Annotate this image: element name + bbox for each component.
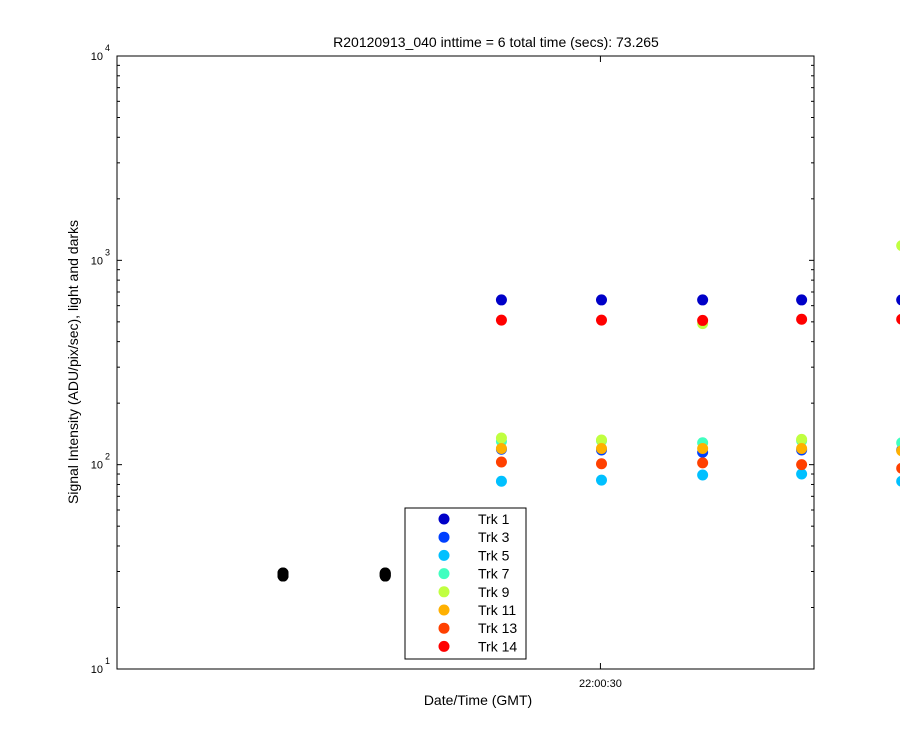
data-point bbox=[596, 314, 607, 326]
y-tick-label: 10 bbox=[91, 664, 103, 676]
dark-point bbox=[379, 567, 391, 579]
data-point bbox=[796, 442, 808, 454]
legend-label: Trk 13 bbox=[478, 620, 517, 636]
data-point bbox=[896, 463, 900, 474]
data-point bbox=[697, 314, 709, 326]
data-point bbox=[796, 313, 808, 325]
data-point bbox=[596, 474, 607, 486]
legend-label: Trk 14 bbox=[478, 638, 517, 654]
data-point bbox=[697, 469, 709, 481]
y-tick-exponent: 2 bbox=[105, 452, 110, 462]
legend-label: Trk 1 bbox=[478, 511, 510, 527]
y-tick-label: 10 bbox=[91, 460, 103, 472]
y-tick-exponent: 4 bbox=[105, 43, 110, 53]
data-point bbox=[495, 475, 507, 487]
data-point bbox=[495, 432, 507, 444]
data-point bbox=[796, 468, 808, 480]
data-point bbox=[796, 433, 808, 445]
legend-marker bbox=[438, 531, 450, 543]
legend-marker bbox=[438, 568, 450, 580]
legend-label: Trk 3 bbox=[478, 529, 510, 545]
legend-box bbox=[404, 507, 527, 660]
data-point bbox=[596, 442, 607, 454]
data-point bbox=[495, 294, 507, 306]
x-axis-title: Date/Time (GMT) bbox=[424, 692, 532, 708]
dark-points bbox=[277, 567, 391, 582]
legend-marker bbox=[438, 513, 450, 525]
data-point bbox=[796, 459, 808, 471]
legend-label: Trk 5 bbox=[478, 547, 510, 563]
y-tick-label: 10 bbox=[91, 51, 103, 63]
chart-title: R20120913_040 inttime = 6 total time (se… bbox=[333, 34, 659, 50]
data-point bbox=[495, 314, 507, 326]
data-point bbox=[495, 442, 507, 454]
data-point bbox=[697, 442, 709, 454]
data-point bbox=[697, 457, 709, 469]
y-tick-exponent: 3 bbox=[105, 247, 110, 257]
data-point bbox=[896, 445, 900, 456]
legend-label: Trk 9 bbox=[478, 584, 510, 600]
data-points bbox=[277, 240, 900, 582]
data-point bbox=[896, 313, 900, 325]
y-tick-exponent: 1 bbox=[105, 656, 110, 666]
y-tick-label: 10 bbox=[91, 255, 103, 267]
legend-label: Trk 11 bbox=[478, 602, 516, 618]
legend-marker bbox=[438, 640, 450, 652]
legend-label: Trk 7 bbox=[478, 566, 510, 582]
legend-marker bbox=[438, 586, 450, 598]
data-point bbox=[596, 458, 607, 470]
dark-point bbox=[277, 567, 289, 579]
legend: Trk 1 Trk 3 Trk 5 Trk 7 Trk 9 Trk 11 Trk 13 Trk… bbox=[404, 507, 527, 660]
x-tick-label: 22:00:30 bbox=[579, 678, 622, 690]
y-axis-title: Signal Intensity (ADU/pix/sec), light an… bbox=[65, 220, 81, 504]
data-point bbox=[896, 294, 900, 306]
x-axis-ticks: 22:00:3022:01:00 bbox=[579, 56, 622, 690]
data-point bbox=[596, 434, 607, 446]
data-point bbox=[697, 294, 709, 306]
data-point bbox=[495, 456, 507, 468]
data-point bbox=[896, 437, 900, 448]
data-point bbox=[596, 294, 607, 306]
legend-marker bbox=[438, 549, 450, 561]
data-point bbox=[896, 475, 900, 487]
legend-marker bbox=[438, 622, 450, 634]
data-point bbox=[796, 294, 808, 306]
legend-marker bbox=[438, 604, 450, 616]
data-point bbox=[896, 240, 900, 251]
